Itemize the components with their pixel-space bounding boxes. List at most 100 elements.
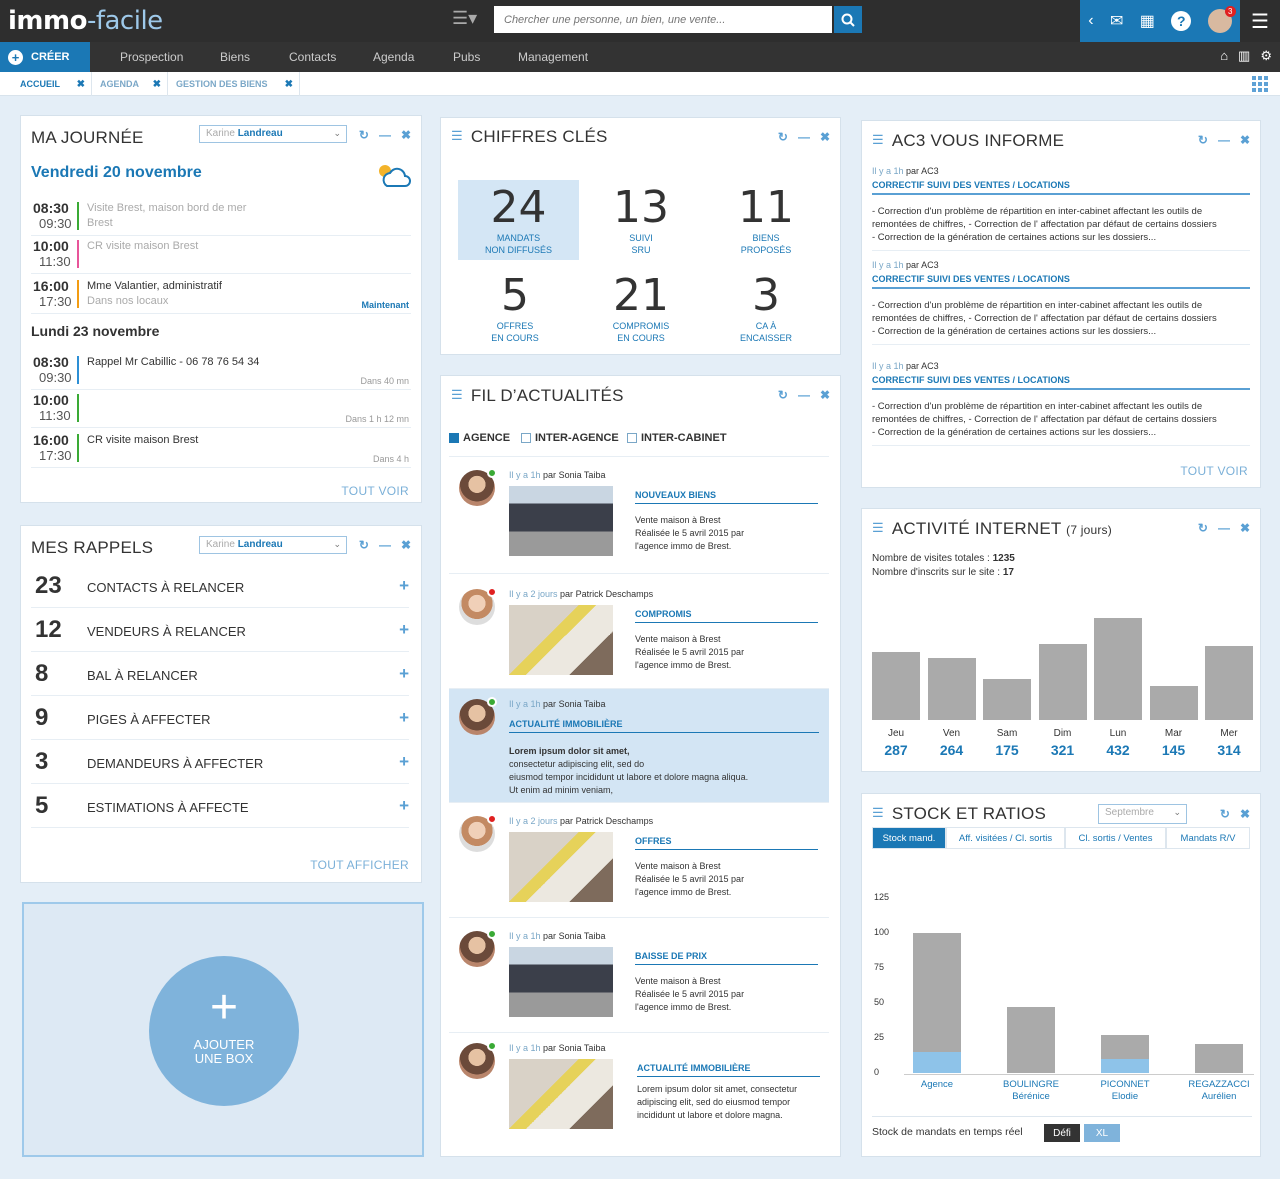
create-button[interactable]: + CRÉER bbox=[0, 42, 90, 72]
refresh-icon[interactable]: ↻ bbox=[358, 128, 369, 142]
chart-bar[interactable] bbox=[1094, 618, 1142, 720]
minimize-icon[interactable]: — bbox=[1217, 521, 1230, 535]
news-item[interactable]: Il y a 1h par Sonia Taiba NOUVEAUX BIENS… bbox=[449, 460, 829, 574]
refresh-icon[interactable]: ↻ bbox=[358, 538, 369, 552]
nav-prospection[interactable]: Prospection bbox=[120, 50, 184, 64]
filter-inter-cabinet[interactable]: INTER-CABINET bbox=[627, 432, 727, 444]
news-item[interactable]: Il y a 2 jours par Patrick Deschamps OFF… bbox=[449, 806, 829, 918]
kpi-tile[interactable]: 13 SUIVI SRU bbox=[613, 182, 669, 256]
minimize-icon[interactable]: — bbox=[378, 128, 391, 142]
close-icon[interactable]: ✖ bbox=[76, 78, 85, 90]
agenda-event[interactable]: 16:00 17:30 CR visite maison Brest Dans 4 h bbox=[31, 430, 411, 468]
tab-aff-visitees[interactable]: Aff. visitées / Cl. sortis bbox=[946, 827, 1065, 849]
book-icon[interactable]: ▥ bbox=[1238, 48, 1251, 63]
agenda-event[interactable]: 08:30 09:30 Rappel Mr Cabillic - 06 78 76 … bbox=[31, 352, 411, 390]
refresh-icon[interactable]: ↻ bbox=[777, 130, 788, 144]
agent-select[interactable]: Karine Landreau ⌄ bbox=[199, 536, 347, 554]
reminder-row[interactable]: 9 PIGES À AFFECTER + bbox=[31, 696, 409, 740]
kpi-tile[interactable]: 3 CA À ENCAISSER bbox=[739, 270, 792, 344]
news-item[interactable]: Il y a 2 jours par Patrick Deschamps COM… bbox=[449, 579, 829, 689]
search-input[interactable] bbox=[494, 6, 832, 33]
refresh-icon[interactable]: ↻ bbox=[1197, 521, 1208, 535]
kpi-tile[interactable]: 21 COMPROMIS EN COURS bbox=[612, 270, 670, 344]
agenda-event[interactable]: 16:00 17:30 Mme Valantier, administratif Da… bbox=[31, 276, 411, 314]
tab-cl-sortis[interactable]: Cl. sortis / Ventes bbox=[1065, 827, 1166, 849]
news-item[interactable]: Il y a 1h par Sonia Taiba ACTUALITÉ IMMO… bbox=[449, 689, 829, 803]
nav-agenda[interactable]: Agenda bbox=[373, 50, 415, 64]
stock-bar[interactable] bbox=[1195, 1043, 1243, 1073]
mail-icon[interactable]: ✉ bbox=[1109, 13, 1124, 30]
agenda-event[interactable]: 08:30 09:30 Visite Brest, maison bord de m… bbox=[31, 198, 411, 236]
user-avatar[interactable]: 3 bbox=[1207, 6, 1236, 33]
agent-select[interactable]: Karine Landreau ⌄ bbox=[199, 125, 347, 143]
news-item[interactable]: Il y a 1h par Sonia Taiba ACTUALITÉ IMMO… bbox=[449, 1033, 829, 1145]
reminder-row[interactable]: 12 VENDEURS À RELANCER + bbox=[31, 608, 409, 652]
stock-bar[interactable] bbox=[1007, 1007, 1055, 1073]
close-icon[interactable]: ✖ bbox=[1239, 133, 1250, 147]
chart-bar[interactable] bbox=[1149, 685, 1198, 720]
back-icon[interactable]: ‹ bbox=[1088, 12, 1094, 29]
close-icon[interactable]: ✖ bbox=[1239, 807, 1250, 821]
tab-agenda[interactable]: AGENDA ✖ bbox=[92, 72, 168, 96]
search-menu-icon[interactable]: ☰▾ bbox=[452, 8, 478, 28]
help-icon[interactable]: ? bbox=[1171, 11, 1192, 31]
close-icon[interactable]: ✖ bbox=[400, 128, 411, 142]
nav-biens[interactable]: Biens bbox=[220, 50, 251, 64]
reminder-row[interactable]: 5 ESTIMATIONS À AFFECTE + bbox=[31, 784, 409, 828]
filter-agence[interactable]: AGENCE bbox=[449, 432, 510, 444]
xl-button[interactable]: XL bbox=[1084, 1124, 1120, 1142]
add-box-button[interactable]: + AJOUTER UNE BOX bbox=[149, 956, 299, 1106]
minimize-icon[interactable]: — bbox=[1217, 133, 1230, 147]
kpi-tile[interactable]: 5 OFFRES EN COURS bbox=[491, 270, 539, 344]
month-select[interactable]: Septembre ⌄ bbox=[1098, 804, 1187, 824]
nav-contacts[interactable]: Contacts bbox=[289, 50, 337, 64]
kpi-tile[interactable]: 24 MANDATS NON DIFFUSÉS bbox=[458, 180, 579, 260]
nav-management[interactable]: Management bbox=[518, 50, 589, 64]
info-item[interactable]: Il y a 1h par AC3 CORRECTIF SUIVI DES VEN… bbox=[872, 260, 1250, 345]
nav-pubs[interactable]: Pubs bbox=[453, 50, 481, 64]
reminder-row[interactable]: 3 DEMANDEURS À AFFECTER + bbox=[31, 740, 409, 784]
info-item[interactable]: Il y a 1h par AC3 CORRECTIF SUIVI DES VEN… bbox=[872, 166, 1250, 251]
tab-mandats-rv[interactable]: Mandats R/V bbox=[1166, 827, 1250, 849]
grid-view-icon[interactable] bbox=[1252, 76, 1268, 92]
defi-button[interactable]: Défi bbox=[1044, 1124, 1080, 1142]
main-menu-icon[interactable]: ☰ bbox=[1240, 0, 1280, 42]
minimize-icon[interactable]: — bbox=[378, 538, 391, 552]
tab-stock-mandats[interactable]: Stock mand. bbox=[872, 827, 946, 849]
close-icon[interactable]: ✖ bbox=[1239, 521, 1250, 535]
reminder-row[interactable]: 8 BAL À RELANCER + bbox=[31, 652, 409, 696]
refresh-icon[interactable]: ↻ bbox=[1219, 807, 1230, 821]
close-icon[interactable]: ✖ bbox=[819, 388, 830, 402]
close-icon[interactable]: ✖ bbox=[819, 130, 830, 144]
reminder-row[interactable]: 23 CONTACTS À RELANCER + bbox=[31, 564, 409, 608]
users-settings-icon[interactable]: ⚙ bbox=[1260, 48, 1272, 63]
tab-gestion-des-biens[interactable]: GESTION DES BIENS ✖ bbox=[168, 72, 300, 96]
chart-bar[interactable] bbox=[927, 657, 976, 720]
calculator-icon[interactable]: ▦ bbox=[1139, 13, 1155, 30]
close-icon[interactable]: ✖ bbox=[400, 538, 411, 552]
news-item[interactable]: Il y a 1h par Sonia Taiba BAISSE DE PRIX… bbox=[449, 921, 829, 1033]
minimize-icon[interactable]: — bbox=[797, 130, 810, 144]
stock-bar[interactable] bbox=[913, 933, 961, 1073]
close-icon[interactable]: ✖ bbox=[152, 78, 161, 90]
info-item[interactable]: Il y a 1h par AC3 CORRECTIF SUIVI DES VEN… bbox=[872, 361, 1250, 446]
filter-inter-agence[interactable]: INTER-AGENCE bbox=[521, 432, 619, 444]
chart-bar[interactable] bbox=[872, 652, 920, 720]
agenda-event[interactable]: 10:00 11:30 Dans 1 h 12 mn bbox=[31, 390, 411, 428]
agenda-event[interactable]: 10:00 11:30 CR visite maison Brest bbox=[31, 236, 411, 274]
search-button[interactable] bbox=[834, 6, 862, 33]
app-logo[interactable]: immo-facile bbox=[8, 6, 163, 36]
chart-bar[interactable] bbox=[1038, 644, 1087, 720]
see-all-link[interactable]: TOUT VOIR bbox=[341, 484, 409, 498]
show-all-link[interactable]: TOUT AFFICHER bbox=[310, 858, 409, 872]
tab-accueil[interactable]: ACCUEIL ✖ bbox=[12, 72, 92, 96]
stock-bar[interactable] bbox=[1101, 1035, 1149, 1073]
close-icon[interactable]: ✖ bbox=[284, 78, 293, 90]
refresh-icon[interactable]: ↻ bbox=[777, 388, 788, 402]
chart-bar[interactable] bbox=[1205, 645, 1253, 720]
refresh-icon[interactable]: ↻ bbox=[1197, 133, 1208, 147]
minimize-icon[interactable]: — bbox=[797, 388, 810, 402]
kpi-tile[interactable]: 11 BIENS PROPOSÉS bbox=[738, 182, 794, 256]
see-all-link[interactable]: TOUT VOIR bbox=[1180, 464, 1248, 478]
home-icon[interactable]: ⌂ bbox=[1220, 48, 1229, 63]
